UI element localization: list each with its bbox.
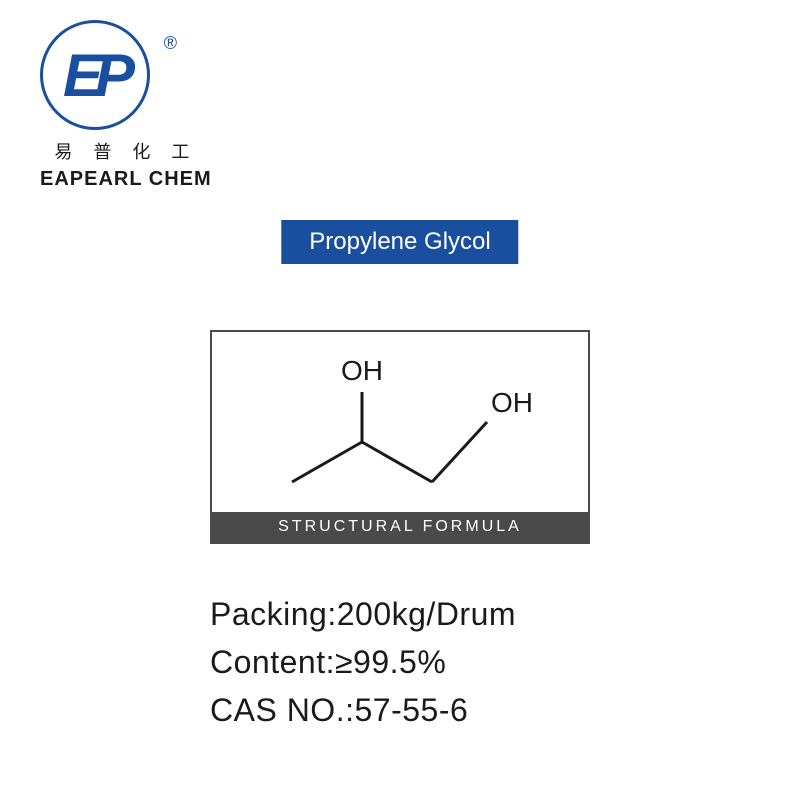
spec-packing: Packing:200kg/Drum	[210, 590, 516, 638]
spec-content: Content:≥99.5%	[210, 638, 516, 686]
formula-diagram: OH OH	[212, 332, 588, 512]
cas-label: CAS NO.:	[210, 692, 354, 728]
spec-cas: CAS NO.:57-55-6	[210, 686, 516, 734]
logo-circle: EP ®	[40, 20, 150, 130]
logo-english-text: EAPEARL CHEM	[40, 168, 212, 191]
logo-chinese-text: 易 普 化 工	[40, 138, 212, 164]
logo-ep-text: EP	[63, 41, 127, 110]
cas-value: 57-55-6	[354, 692, 468, 728]
registered-mark: ®	[164, 33, 177, 54]
content-label: Content:	[210, 644, 335, 680]
formula-label: STRUCTURAL FORMULA	[212, 512, 588, 542]
svg-text:OH: OH	[491, 387, 533, 418]
company-logo: EP ® 易 普 化 工 EAPEARL CHEM	[40, 20, 212, 191]
content-value: ≥99.5%	[335, 644, 446, 680]
product-title: Propylene Glycol	[281, 220, 518, 264]
packing-label: Packing:	[210, 596, 337, 632]
structural-formula-box: OH OH STRUCTURAL FORMULA	[210, 330, 590, 544]
chemical-structure-svg: OH OH	[212, 332, 592, 512]
product-specs: Packing:200kg/Drum Content:≥99.5% CAS NO…	[210, 590, 516, 734]
svg-text:OH: OH	[341, 355, 383, 386]
packing-value: 200kg/Drum	[337, 596, 516, 632]
